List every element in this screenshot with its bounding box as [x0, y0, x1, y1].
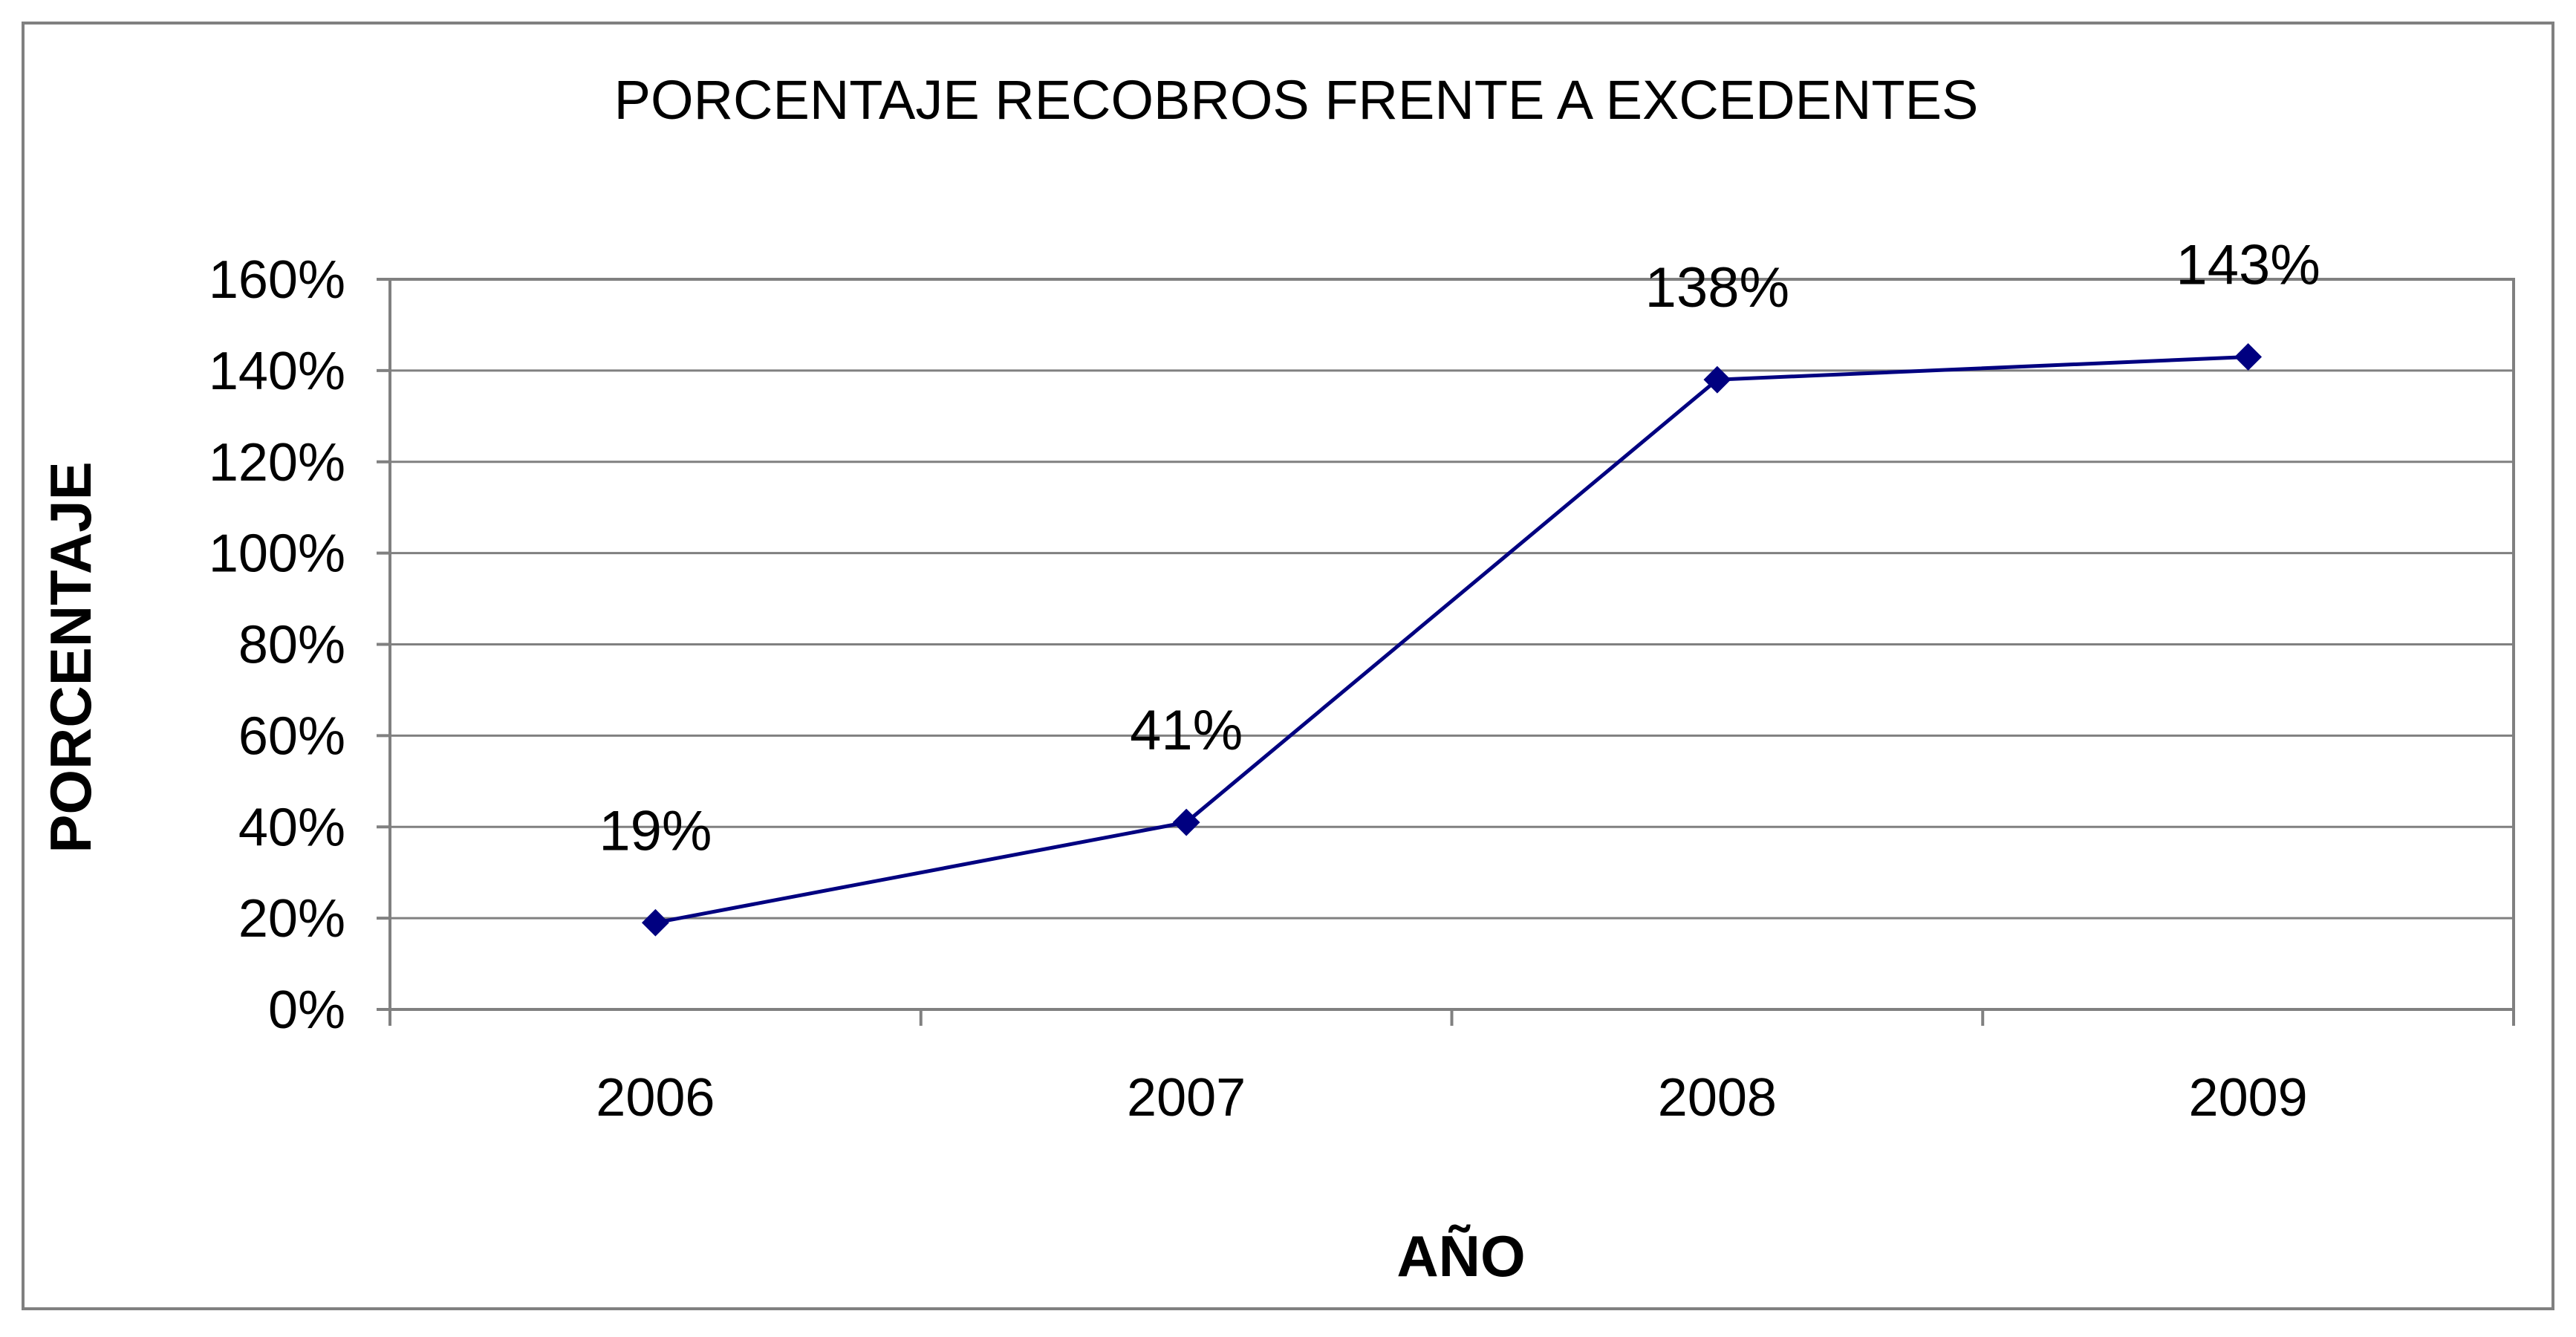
x-axis-title: AÑO — [1396, 1223, 1525, 1289]
data-point-marker — [2234, 343, 2263, 371]
y-tick-label: 20% — [238, 889, 345, 949]
data-point-marker — [641, 908, 669, 937]
data-label: 143% — [2176, 233, 2320, 296]
data-point-marker — [1703, 365, 1731, 394]
data-label: 138% — [1645, 256, 1789, 319]
x-tick-label: 2008 — [1658, 1068, 1777, 1128]
data-label: 19% — [599, 799, 712, 862]
x-tick-label: 2006 — [596, 1068, 715, 1128]
y-tick-label: 140% — [209, 342, 345, 401]
x-tick-label: 2007 — [1127, 1068, 1246, 1128]
y-tick-label: 160% — [209, 250, 345, 310]
y-tick-label: 0% — [268, 980, 345, 1040]
series-layer — [641, 343, 2263, 937]
series-line — [654, 354, 2248, 925]
chart-title: PORCENTAJE RECOBROS FRENTE A EXCEDENTES — [614, 69, 1979, 131]
x-tick-labels: 2006 2007 2008 2009 — [596, 1068, 2307, 1128]
y-tick-label: 80% — [238, 616, 345, 675]
y-tick-labels: 0% 20% 40% 60% 80% 100% 120% 140% 160% — [209, 250, 345, 1040]
y-tick-label: 60% — [238, 706, 345, 766]
y-tick-label: 40% — [238, 798, 345, 857]
gridlines — [390, 369, 2514, 920]
axes — [377, 278, 2515, 1026]
chart-border — [22, 22, 2554, 1310]
data-labels: 19% 41% 138% 143% — [599, 233, 2320, 862]
data-label: 41% — [1130, 699, 1243, 762]
y-tick-label: 120% — [209, 433, 345, 492]
y-axis-title: PORCENTAJE — [38, 461, 103, 853]
data-point-marker — [1172, 808, 1200, 836]
x-tick-label: 2009 — [2189, 1068, 2308, 1128]
y-tick-label: 100% — [209, 524, 345, 584]
